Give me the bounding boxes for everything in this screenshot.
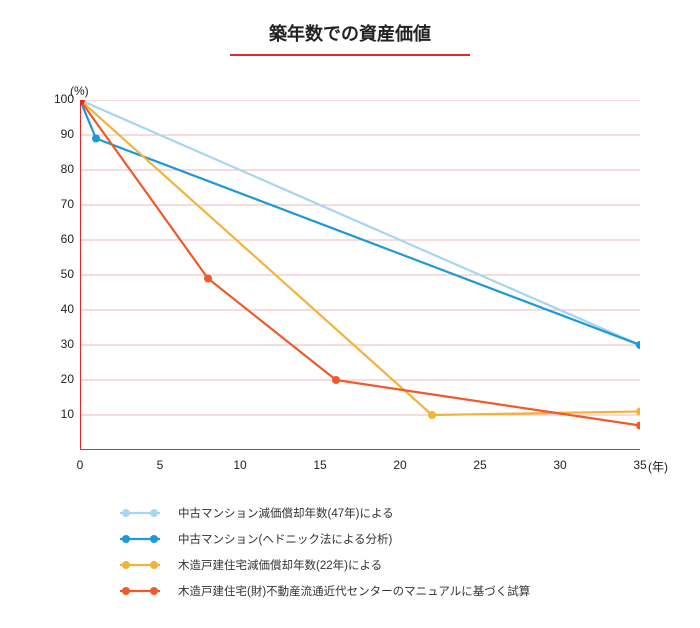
series-marker-blue	[92, 135, 100, 143]
y-tick-label: 60	[50, 232, 74, 246]
legend-swatch	[120, 532, 160, 546]
chart-plot-area	[80, 100, 640, 450]
series-line-orange	[80, 100, 640, 426]
x-axis-unit: (年)	[648, 458, 668, 475]
series-line-yellow	[80, 100, 640, 415]
y-tick-label: 90	[50, 127, 74, 141]
x-tick-label: 20	[390, 458, 410, 472]
legend: 中古マンション減価償却年数(47年)による中古マンション(ヘドニック法による分析…	[120, 500, 530, 604]
legend-row: 木造戸建住宅(財)不動産流通近代センターのマニュアルに基づく試算	[120, 578, 530, 604]
y-tick-label: 80	[50, 162, 74, 176]
legend-swatch	[120, 506, 160, 520]
legend-row: 木造戸建住宅減価償却年数(22年)による	[120, 552, 530, 578]
series-line-light-blue	[80, 100, 640, 345]
x-tick-label: 30	[550, 458, 570, 472]
legend-swatch	[120, 558, 160, 572]
y-tick-label: 100	[50, 92, 74, 106]
series-marker-blue	[636, 341, 640, 349]
chart-title: 築年数での資産価値	[269, 20, 431, 52]
series-marker-orange	[636, 422, 640, 430]
y-tick-label: 20	[50, 372, 74, 386]
x-tick-label: 0	[70, 458, 90, 472]
legend-swatch	[120, 584, 160, 598]
chart-svg	[80, 100, 640, 450]
chart-title-container: 築年数での資産価値	[0, 0, 700, 56]
x-tick-label: 25	[470, 458, 490, 472]
x-tick-label: 15	[310, 458, 330, 472]
legend-label: 中古マンション減価償却年数(47年)による	[178, 505, 394, 521]
legend-row: 中古マンション減価償却年数(47年)による	[120, 500, 530, 526]
legend-label: 木造戸建住宅(財)不動産流通近代センターのマニュアルに基づく試算	[178, 583, 530, 599]
title-underline	[230, 54, 470, 56]
y-tick-label: 40	[50, 302, 74, 316]
series-marker-orange	[332, 376, 340, 384]
y-tick-label: 10	[50, 407, 74, 421]
series-marker-yellow	[428, 411, 436, 419]
legend-label: 木造戸建住宅減価償却年数(22年)による	[178, 557, 382, 573]
series-marker-orange	[204, 275, 212, 283]
legend-label: 中古マンション(ヘドニック法による分析)	[178, 531, 392, 547]
y-tick-label: 50	[50, 267, 74, 281]
x-tick-label: 10	[230, 458, 250, 472]
x-tick-label: 5	[150, 458, 170, 472]
y-tick-label: 70	[50, 197, 74, 211]
y-tick-label: 30	[50, 337, 74, 351]
series-marker-yellow	[636, 408, 640, 416]
legend-row: 中古マンション(ヘドニック法による分析)	[120, 526, 530, 552]
x-tick-label: 35	[630, 458, 650, 472]
